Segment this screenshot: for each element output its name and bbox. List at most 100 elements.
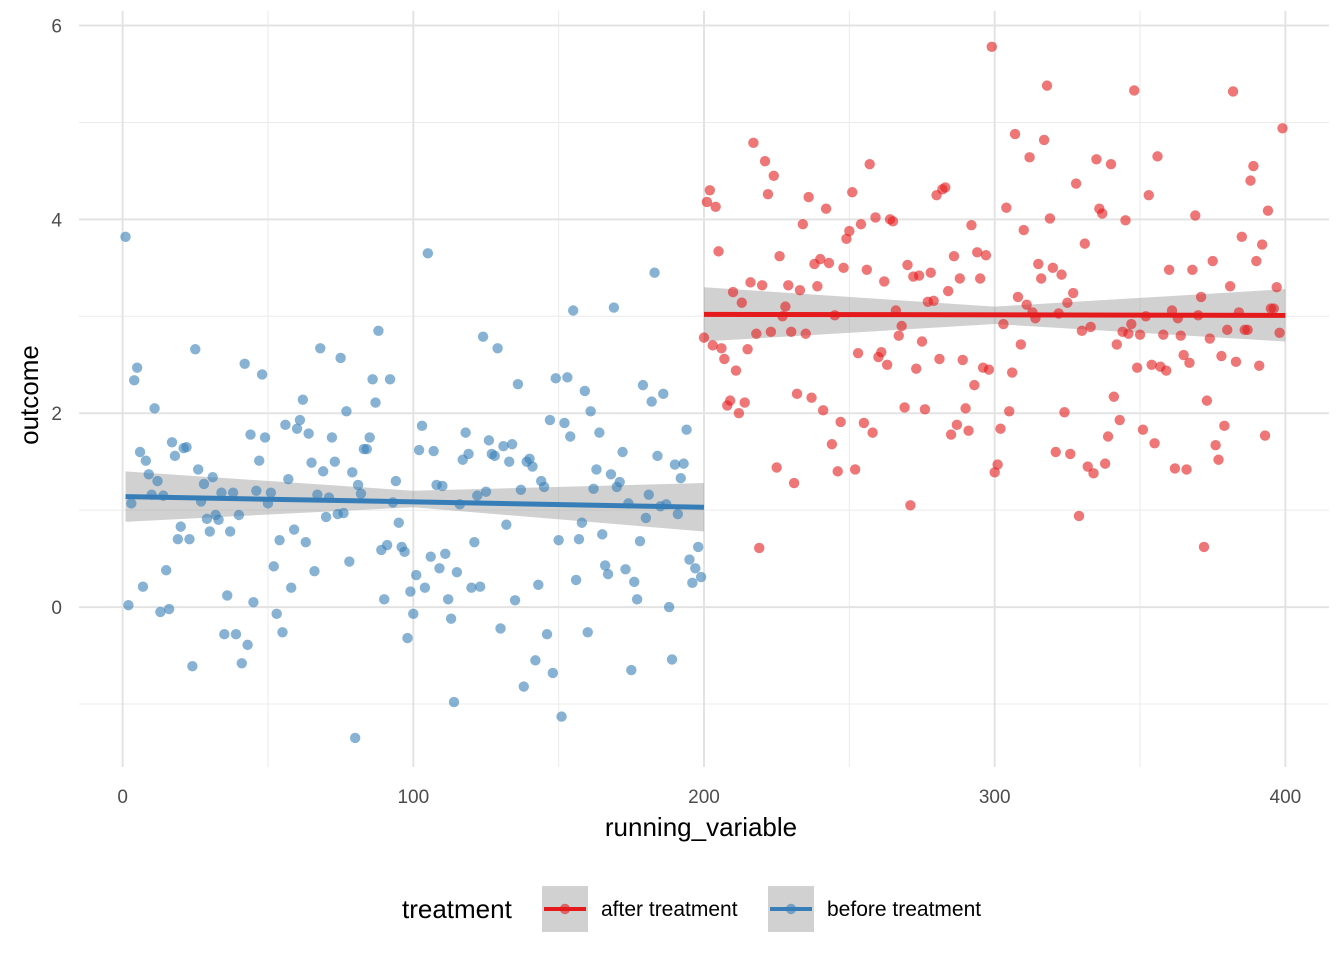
after-treatment-point [1062,297,1073,308]
after-treatment-point [1190,210,1201,221]
before-treatment-point [477,331,489,342]
after-treatment-point [786,326,797,338]
before-treatment-point [352,479,364,491]
after-treatment-point [1088,468,1099,479]
after-treatment-point [707,340,718,351]
after-treatment-point [1134,329,1146,340]
before-treatment-point [384,374,396,385]
after-treatment-point [1245,175,1256,186]
data-points [120,41,1288,744]
after-treatment-point [727,286,739,298]
before-treatment-point [652,450,663,462]
before-treatment-point [169,450,181,462]
before-treatment-point [489,450,500,462]
after-treatment-point [1219,420,1230,432]
before-treatment-point [361,443,372,455]
y-axis-title: outcome [14,345,44,445]
after-treatment-point [742,344,753,355]
after-treatment-point [957,354,968,366]
after-treatment-point [835,416,846,428]
after-treatment-point [960,403,971,414]
before-treatment-point [297,394,309,405]
after-treatment-point [1224,281,1236,292]
before-treatment-point [681,424,692,435]
before-treatment-point [579,385,591,397]
before-treatment-point [474,581,486,592]
after-treatment-point [1021,299,1032,310]
after-treatment-point [849,464,861,475]
before-treatment-point [245,429,256,440]
after-treatment-point [1242,324,1253,336]
before-treatment-point [326,432,338,443]
before-treatment-point [501,519,512,530]
before-treatment-point [669,459,681,470]
after-treatment-point [812,281,823,292]
after-treatment-point [966,220,977,231]
before-treatment-point [248,597,259,608]
before-treatment-point [277,627,288,638]
before-treatment-point [166,437,178,448]
after-treatment-point [800,328,811,339]
after-treatment-point [1044,213,1056,224]
before-treatment-point [341,406,352,417]
after-treatment-point [948,251,960,262]
before-treatment-point [567,305,579,316]
before-treatment-point [550,373,561,384]
after-treatment-point [855,219,867,230]
after-treatment-point [724,395,736,406]
before-treatment-point [152,475,163,487]
before-treatment-point [559,417,570,429]
after-treatment-point [972,247,983,258]
after-treatment-point [998,318,1009,330]
after-treatment-point [1024,152,1035,163]
before-treatment-point [379,594,390,605]
after-treatment-point [1076,325,1088,337]
before-treatment-point [390,475,402,487]
before-treatment-point [216,487,227,498]
before-treatment-point [597,529,608,540]
before-treatment-point [687,577,698,589]
after-treatment-point [1146,359,1157,370]
after-treatment-point [887,216,899,227]
before-treatment-point [640,512,652,524]
after-treatment-point [1004,406,1015,417]
after-treatment-point [911,363,922,374]
before-treatment-point [187,661,198,672]
after-treatment-point [1268,303,1279,314]
before-treatment-point [428,445,439,457]
before-treatment-point [306,457,317,468]
after-treatment-point [1015,339,1027,350]
after-treatment-point [995,423,1006,434]
after-treatment-point [1120,215,1131,226]
after-treatment-point [754,542,765,554]
after-treatment-point [1070,178,1082,189]
before-treatment-point [631,594,643,605]
after-treatment-point [934,353,945,365]
after-treatment-point [1143,189,1154,201]
after-treatment-point [783,280,794,291]
after-treatment-point [870,212,881,223]
after-treatment-point [794,284,806,296]
legend: treatment after treatment before treatmen… [402,886,981,932]
before-treatment-point [198,478,210,490]
before-treatment-point [594,427,605,438]
before-treatment-point [370,397,381,408]
before-treatment-point [184,534,195,545]
after-treatment-point [1184,357,1195,369]
before-treatment-point [175,521,186,532]
before-treatment-point [213,514,224,526]
before-treatment-point [460,427,471,438]
before-treatment-point [405,586,416,597]
before-treatment-point [219,629,230,640]
before-treatment-point [541,629,553,640]
before-treatment-point [692,541,704,553]
after-treatment-point [1236,231,1247,243]
after-treatment-point [945,429,957,440]
after-treatment-point [780,301,791,312]
before-treatment-point [344,556,355,567]
before-treatment-point [445,613,457,624]
before-treatment-point [480,486,492,497]
after-treatment-point [1001,202,1012,213]
before-treatment-point [192,464,204,475]
after-treatment-point [1230,356,1242,368]
